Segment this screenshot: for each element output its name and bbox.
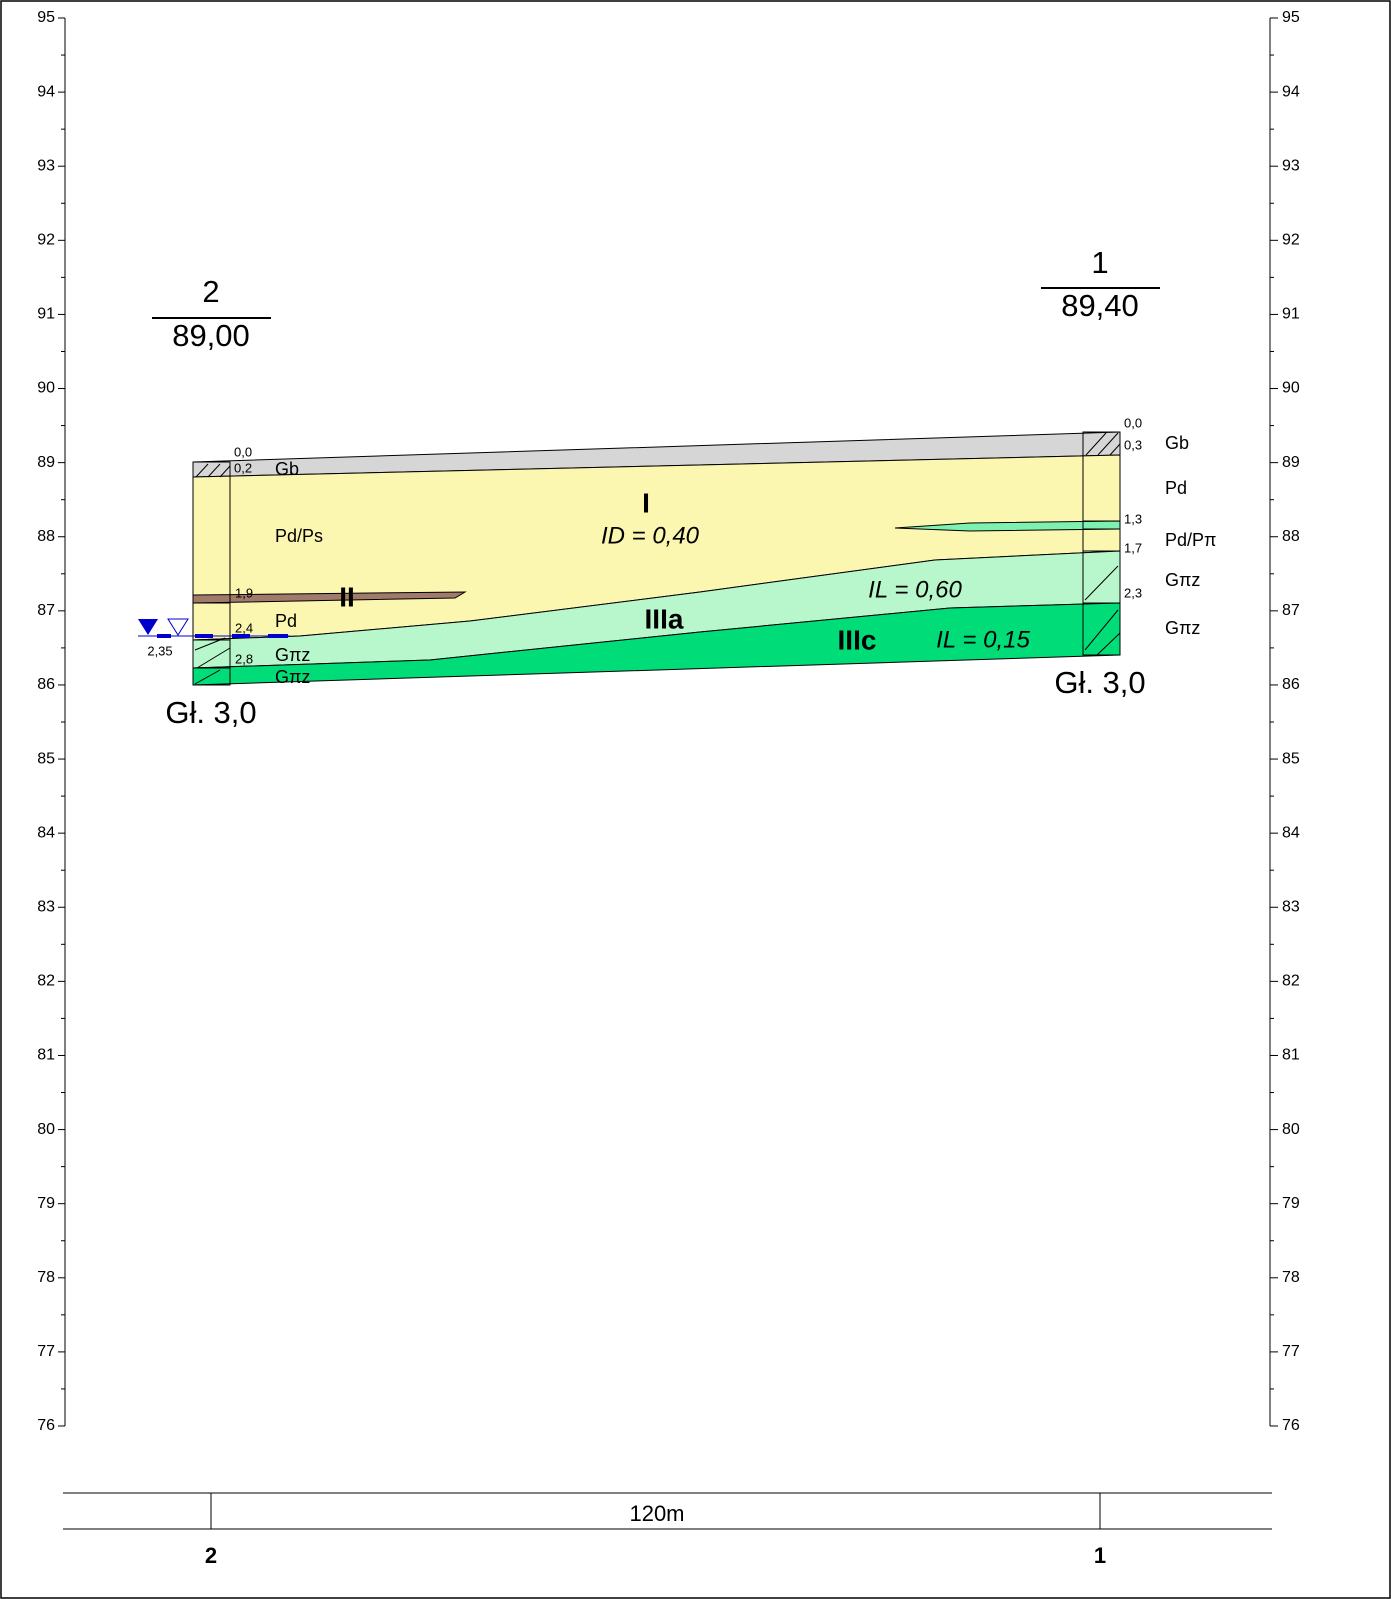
elevation-label: 87 bbox=[1282, 602, 1300, 619]
elevation-label: 88 bbox=[37, 528, 55, 545]
borehole-columns bbox=[192, 431, 1121, 686]
hatch bbox=[194, 565, 1121, 685]
elevation-label: 78 bbox=[1282, 1269, 1300, 1286]
soil: Gb bbox=[275, 459, 299, 479]
depth: 0,0 bbox=[1124, 415, 1142, 430]
depth: 0,0 bbox=[234, 444, 252, 459]
elevation-label: 86 bbox=[1282, 676, 1300, 693]
layer-label: IIIa bbox=[645, 603, 684, 634]
soil: Gπz bbox=[1165, 570, 1200, 590]
hatch bbox=[195, 432, 1121, 478]
elevation-label: 92 bbox=[1282, 232, 1300, 249]
soil: Gπz bbox=[1165, 618, 1200, 638]
elevation-label: 76 bbox=[37, 1417, 55, 1434]
borehole-number: 1 bbox=[1091, 245, 1108, 280]
elevation-label: 89 bbox=[37, 454, 55, 471]
layer-label: II bbox=[339, 581, 355, 612]
distance: 120m bbox=[629, 1501, 684, 1526]
axes: 95 95 94 94 93 93 92 92 91 91 90 90 89 89 88 88 87 87 86 86… bbox=[37, 9, 1300, 1434]
layer-parameter: IL = 0,15 bbox=[936, 626, 1030, 653]
distance-scale bbox=[63, 1492, 1272, 1530]
water-marker bbox=[138, 619, 158, 635]
elevation-label: 86 bbox=[37, 676, 55, 693]
layer-label: IIIc bbox=[838, 624, 877, 655]
elevation-label: 94 bbox=[1282, 83, 1300, 100]
elevation-label: 78 bbox=[37, 1269, 55, 1286]
elevation-label: 85 bbox=[37, 750, 55, 767]
column-1 bbox=[1082, 431, 1121, 656]
column-2 bbox=[192, 461, 231, 686]
depth: 0,2 bbox=[234, 460, 252, 475]
elevation-label: 81 bbox=[1282, 1047, 1300, 1064]
elevation-label: 82 bbox=[1282, 973, 1300, 990]
elevation-label: 83 bbox=[1282, 898, 1300, 915]
elevation-label: 91 bbox=[37, 306, 55, 323]
elevation-label: 88 bbox=[1282, 528, 1300, 545]
borehole-number: 2 bbox=[202, 274, 219, 309]
soil: Pd/Pπ bbox=[1165, 530, 1216, 550]
elevation-label: 77 bbox=[37, 1343, 55, 1360]
water-marker bbox=[167, 618, 189, 636]
elevation-label: 89 bbox=[1282, 454, 1300, 471]
depth: 2,3 bbox=[1124, 585, 1142, 600]
water-depth: 2,35 bbox=[147, 643, 172, 658]
final-depth: Gł. 3,0 bbox=[1054, 665, 1145, 700]
layer-parameter: IL = 0,60 bbox=[868, 576, 962, 603]
depth: 2,4 bbox=[235, 620, 253, 635]
clay-iiic bbox=[192, 602, 1121, 686]
elevation-label: 95 bbox=[37, 9, 55, 26]
elevation-label: 85 bbox=[1282, 750, 1300, 767]
elevation-label: 87 bbox=[37, 602, 55, 619]
boundary bbox=[193, 520, 1120, 669]
layer-parameter: ID = 0,40 bbox=[601, 522, 700, 549]
soil: Pd bbox=[1165, 478, 1187, 498]
elevation-label: 80 bbox=[1282, 1121, 1300, 1138]
borehole-elevation: 89,40 bbox=[1061, 288, 1139, 323]
elevation-label: 84 bbox=[1282, 824, 1300, 841]
soil: Gπz bbox=[275, 645, 310, 665]
layer-label: I bbox=[642, 487, 650, 518]
elevation-label: 90 bbox=[1282, 380, 1300, 397]
elevation-label: 79 bbox=[1282, 1195, 1300, 1212]
soil: Pd bbox=[275, 611, 297, 631]
elevation-label: 91 bbox=[1282, 306, 1300, 323]
elevation-label: 80 bbox=[37, 1121, 55, 1138]
depth: 0,3 bbox=[1124, 437, 1142, 452]
elevation-label: 93 bbox=[37, 157, 55, 174]
depth: 1,3 bbox=[1124, 511, 1142, 526]
depth: 1,7 bbox=[1124, 540, 1142, 555]
elevation-label: 79 bbox=[37, 1195, 55, 1212]
soil: Gb bbox=[1165, 433, 1189, 453]
elevation-label: 95 bbox=[1282, 9, 1300, 26]
elevation-label: 94 bbox=[37, 83, 55, 100]
elevation-label: 77 bbox=[1282, 1343, 1300, 1360]
footer-number: 2 bbox=[205, 1543, 217, 1568]
soil: Gπz bbox=[275, 667, 310, 687]
elevation-label: 83 bbox=[37, 898, 55, 915]
footer-number: 1 bbox=[1094, 1543, 1106, 1568]
elevation-label: 82 bbox=[37, 973, 55, 990]
elevation-label: 76 bbox=[1282, 1417, 1300, 1434]
final-depth: Gł. 3,0 bbox=[165, 695, 256, 730]
depth: 1,9 bbox=[235, 585, 253, 600]
depth: 2,8 bbox=[235, 651, 253, 666]
borehole-elevation: 89,00 bbox=[172, 318, 250, 353]
elevation-label: 84 bbox=[37, 824, 55, 841]
elevation-label: 92 bbox=[37, 232, 55, 249]
elevation-label: 90 bbox=[37, 380, 55, 397]
soil: Pd/Ps bbox=[275, 526, 323, 546]
elevation-label: 81 bbox=[37, 1047, 55, 1064]
water-level bbox=[138, 618, 290, 638]
elevation-label: 93 bbox=[1282, 157, 1300, 174]
